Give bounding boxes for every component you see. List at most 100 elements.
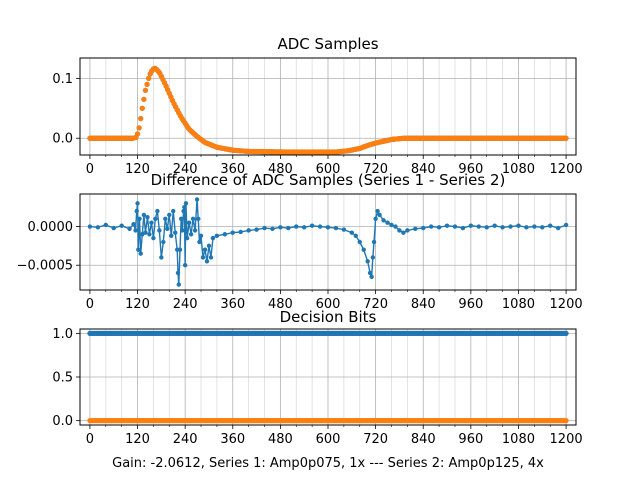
decision-bits-x-tick-label: 480 [268,432,293,447]
difference-difference-point [190,216,196,221]
decision-bits-marks [87,330,569,424]
adc-samples-y-tick-label: 0.1 [52,72,73,87]
difference-difference-point [286,225,291,231]
difference-difference-point [197,239,202,245]
adc-samples-marks [87,65,569,155]
difference-difference-point [476,224,481,229]
difference-difference-point [182,204,187,210]
adc-samples-series-2-point [138,115,144,122]
difference-difference-point [484,225,489,230]
decision-bits-x-tick-label: 0 [86,432,94,447]
adc-samples-x-tick-label: 840 [411,162,436,177]
difference-difference-point [180,228,185,233]
difference-difference-point [301,225,307,230]
decision-bits-y-tick-label: 0.0 [52,414,73,429]
difference-difference-point [548,223,553,228]
adc-samples-x-tick-label: 1200 [550,162,583,177]
difference-difference-point [353,233,358,239]
difference-difference-point [341,227,347,232]
difference-difference-point [413,226,418,232]
difference-difference-point [147,232,152,237]
difference-difference-point [143,230,148,235]
difference-difference-point [178,216,184,221]
difference-difference-point [375,208,380,214]
adc-samples-x-tick-label: 240 [173,162,198,177]
decision-bits-x-tick-label: 120 [125,432,150,447]
difference-difference-point [175,270,181,276]
difference-difference-point [367,270,373,276]
decision-bits-x-tick-label: 360 [220,432,245,447]
difference-difference-point [184,235,190,241]
difference-difference-point [176,282,182,287]
decision-bits-x-tick-label: 720 [363,432,388,447]
difference-difference-point [206,243,212,249]
difference-difference-point [325,225,331,230]
difference-difference-point [563,222,569,228]
difference-difference-point [131,221,136,227]
difference-difference-point [270,226,275,232]
difference-difference-point [161,239,166,245]
difference-difference-point [159,255,164,260]
difference-difference-point [182,263,188,268]
difference-difference-point [385,220,390,225]
difference-difference-point [222,232,228,237]
difference-x-tick-label: 480 [268,297,293,312]
decision-bits-y-tick-label: 1.0 [52,327,73,342]
difference-difference-point [468,223,474,228]
adc-samples-series-2-point [142,87,149,93]
adc-samples-y-tick-label: 0.0 [52,132,73,147]
difference-difference-point [294,224,299,229]
difference-x-tick-label: 1200 [550,297,583,312]
difference-difference-point [262,225,267,231]
difference-difference-point [208,255,214,260]
decision-bits-title: Decision Bits [280,308,377,326]
decision-bits-series-2-points [87,418,569,424]
difference-difference-point [204,259,210,264]
difference-difference-point [393,224,398,229]
difference-difference-point [371,239,377,245]
difference-difference-point [153,216,158,221]
difference-difference-point [333,225,339,231]
difference-difference-point [137,216,142,221]
difference-difference-point [111,225,116,231]
difference-x-tick-label: 1080 [502,297,535,312]
decision-bits-x-tick-label: 1200 [550,432,583,447]
difference-difference-line [89,199,567,285]
difference-difference-point [171,208,176,214]
difference-difference-point [377,212,382,218]
difference-difference-point [183,201,189,206]
difference-difference-point [500,225,505,230]
difference-difference-point [540,225,545,230]
adc-samples-axes: 0 120 240 360 480 600 720 840 960 1080 12000.00.1 … [52,35,582,177]
difference-difference-point [401,230,406,235]
decision-bits-ticks: 0 120 240 360 480 600 720 840 960 1080 1200 0.0 0.5 1… [52,327,582,447]
difference-x-tick-label: 240 [173,297,198,312]
difference-difference-point [138,251,143,256]
difference-difference-point [95,225,101,230]
difference-difference-point [436,225,442,230]
difference-x-tick-label: 120 [125,297,150,312]
decision-bits-x-tick-label: 600 [316,432,341,447]
difference-difference-point [210,235,216,241]
difference-x-tick-label: 720 [363,297,388,312]
difference-difference-point [186,220,192,225]
difference-x-tick-label: 0 [86,297,94,312]
difference-difference-point [214,233,220,239]
difference-difference-point [370,255,376,260]
decision-bits-series-1-points [87,330,569,336]
decision-bits-x-tick-label: 1080 [502,432,535,447]
difference-difference-point [135,201,140,206]
difference-x-tick-label: 360 [220,297,245,312]
difference-x-tick-label: 960 [458,297,483,312]
difference-difference-point [460,225,466,231]
adc-samples-series-2-point [146,75,152,81]
adc-samples-x-tick-label: 960 [458,162,483,177]
adc-samples-series-2-point [139,105,145,111]
difference-axes: 0 120 240 360 480 600 720 840 960 1080 1200 0.0000 −… [17,171,583,312]
difference-difference-point [145,215,150,220]
difference-difference-point [173,230,178,235]
difference-difference-point [238,229,243,235]
difference-difference-point [246,228,251,233]
difference-difference-point [134,208,139,214]
